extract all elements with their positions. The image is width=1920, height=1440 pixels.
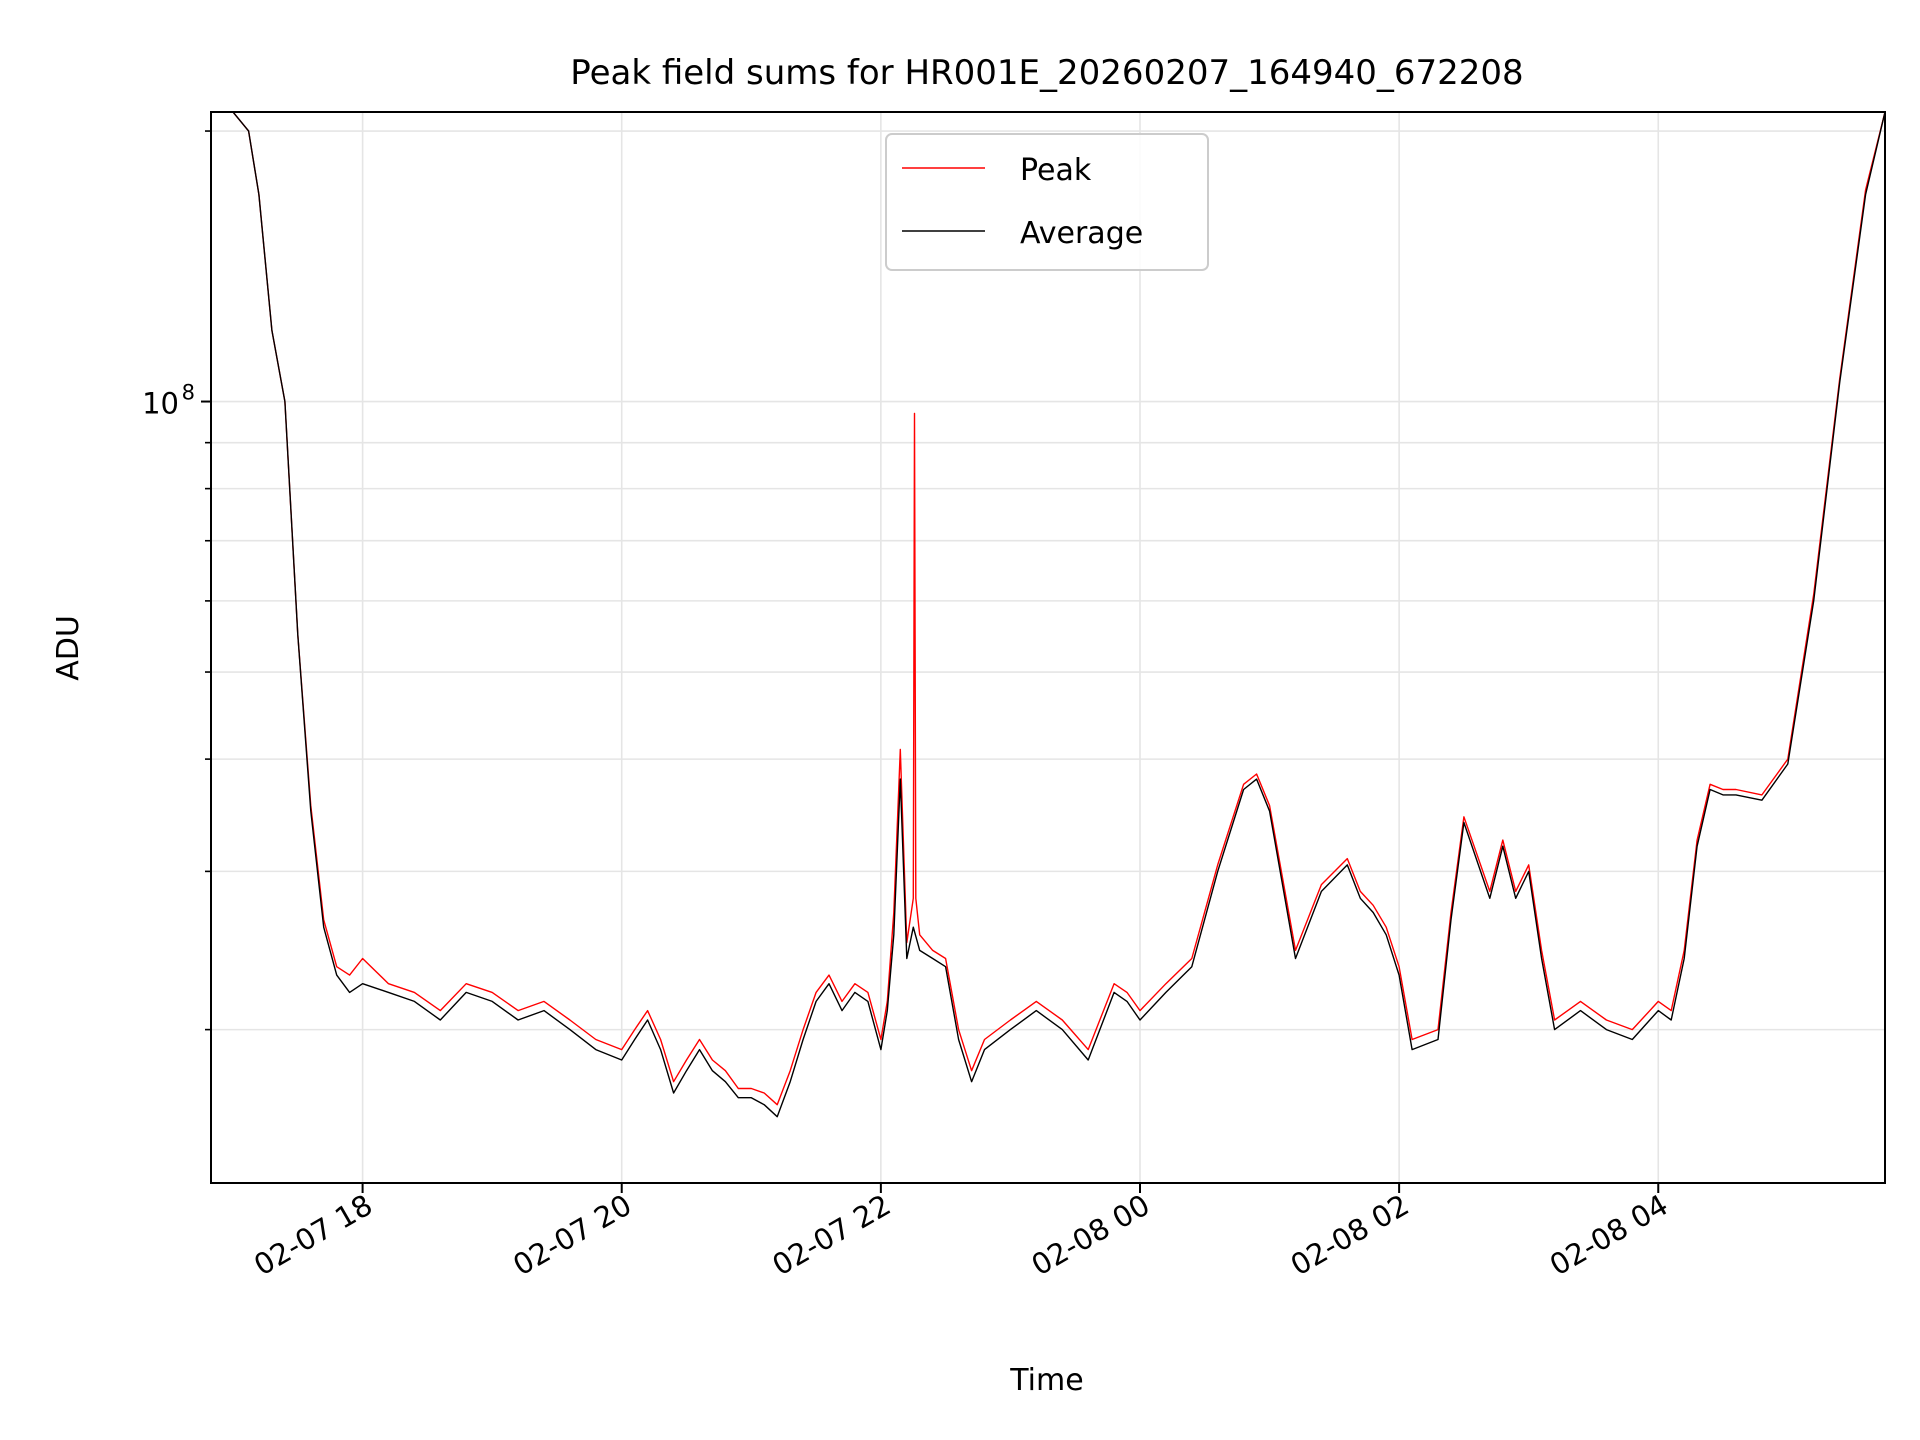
y-axis-ticks: 10 8 bbox=[142, 130, 211, 1031]
grid-layer bbox=[211, 112, 1885, 1183]
series-layer bbox=[211, 112, 1885, 1118]
x-axis-label: Time bbox=[1009, 1363, 1083, 1398]
plot-frame bbox=[210, 111, 1886, 1184]
y-tick-label: 10 bbox=[142, 387, 179, 421]
legend-average-label: Average bbox=[1020, 216, 1143, 251]
series-average-line bbox=[211, 112, 1885, 1118]
y-axis-label: ADU bbox=[51, 615, 86, 681]
legend: Peak Average bbox=[885, 133, 1209, 271]
chart-title: Peak field sums for HR001E_20260207_1649… bbox=[570, 53, 1523, 93]
legend-peak-label: Peak bbox=[1020, 153, 1092, 188]
y-tick-label-base: 10 bbox=[142, 387, 179, 421]
series-peak-line bbox=[211, 112, 1885, 1106]
y-tick-label-exponent: 8 bbox=[182, 381, 195, 405]
